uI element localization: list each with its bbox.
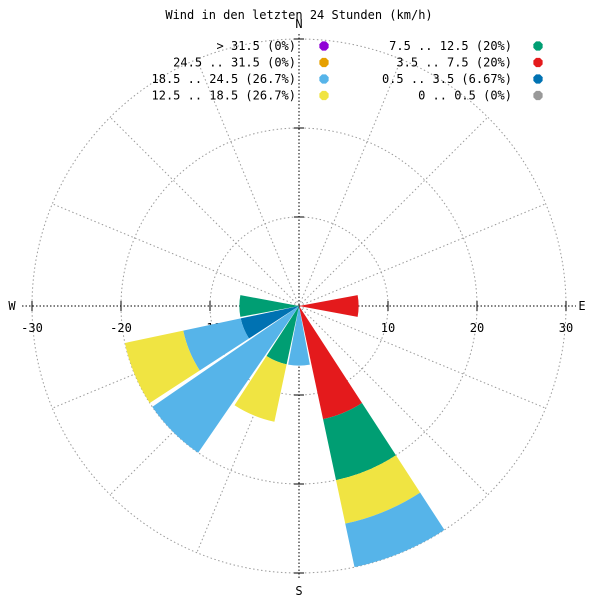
petal-sse-7-5-12-5 [323, 403, 396, 481]
grid-spoke [109, 116, 300, 307]
axis-labels: N S W E [8, 17, 585, 598]
legend-marker [319, 57, 329, 68]
grid-spoke [298, 203, 546, 307]
compass-east-label: E [578, 299, 585, 313]
grid-spoke [298, 305, 546, 409]
petal-ssw-7-5-12-5 [266, 306, 299, 365]
compass-west-label: W [8, 299, 16, 313]
petal-sse-18-5-24-5 [345, 492, 445, 568]
grid-spoke [298, 305, 489, 496]
legend-label: 18.5 .. 24.5 (26.7%) [152, 72, 297, 86]
x-tick-label: 20 [470, 321, 484, 335]
petal-wsw-12-5-18-5 [124, 330, 200, 403]
petal-s-18-5-24-5 [288, 306, 310, 366]
petal-wsw-0-5-3-5 [240, 306, 299, 339]
legend-marker [319, 90, 329, 101]
legend-marker [319, 74, 329, 84]
legend-marker [533, 41, 543, 51]
grid-spoke [298, 116, 489, 307]
legend-label: 24.5 .. 31.5 (0%) [173, 56, 296, 70]
legend-label: > 31.5 (0%) [217, 39, 296, 53]
compass-north-label: N [295, 17, 302, 31]
legend-marker [533, 57, 543, 68]
legend-label: 12.5 .. 18.5 (26.7%) [152, 89, 297, 103]
compass-south-label: S [295, 584, 302, 598]
x-tick-label: 30 [559, 321, 573, 335]
petal-ssw-12-5-18-5 [234, 356, 287, 422]
x-tick-label: -20 [110, 321, 132, 335]
legend-marker [533, 90, 543, 101]
legend: > 31.5 (0%) 24.5 .. 31.5 (0%) 18.5 .. 24.5… [152, 39, 543, 103]
x-tick-label: 10 [381, 321, 395, 335]
legend-label: 0.5 .. 3.5 (6.67%) [382, 72, 512, 86]
petal-e-3-5-7-5 [299, 295, 359, 317]
petal-sw-18-5-24-5 [152, 306, 299, 453]
petal-w-7-5-12-5 [239, 295, 299, 317]
petal-wsw-18-5-24-5 [183, 318, 249, 371]
legend-label: 3.5 .. 7.5 (20%) [396, 56, 512, 70]
x-tick-label: -30 [21, 321, 43, 335]
grid-spoke [196, 59, 300, 307]
petal-sse-3-5-7-5 [299, 306, 363, 420]
petal-sse-12-5-18-5 [336, 455, 421, 524]
legend-label: 7.5 .. 12.5 (20%) [389, 39, 512, 53]
legend-label: 0 .. 0.5 (0%) [418, 89, 512, 103]
wind-petals [124, 295, 445, 568]
legend-marker [533, 74, 543, 84]
grid-spoke [298, 59, 402, 307]
chart-title: Wind in den letzten 24 Stunden (km/h) [165, 8, 432, 22]
grid-spoke [52, 203, 300, 307]
legend-marker [319, 41, 329, 51]
